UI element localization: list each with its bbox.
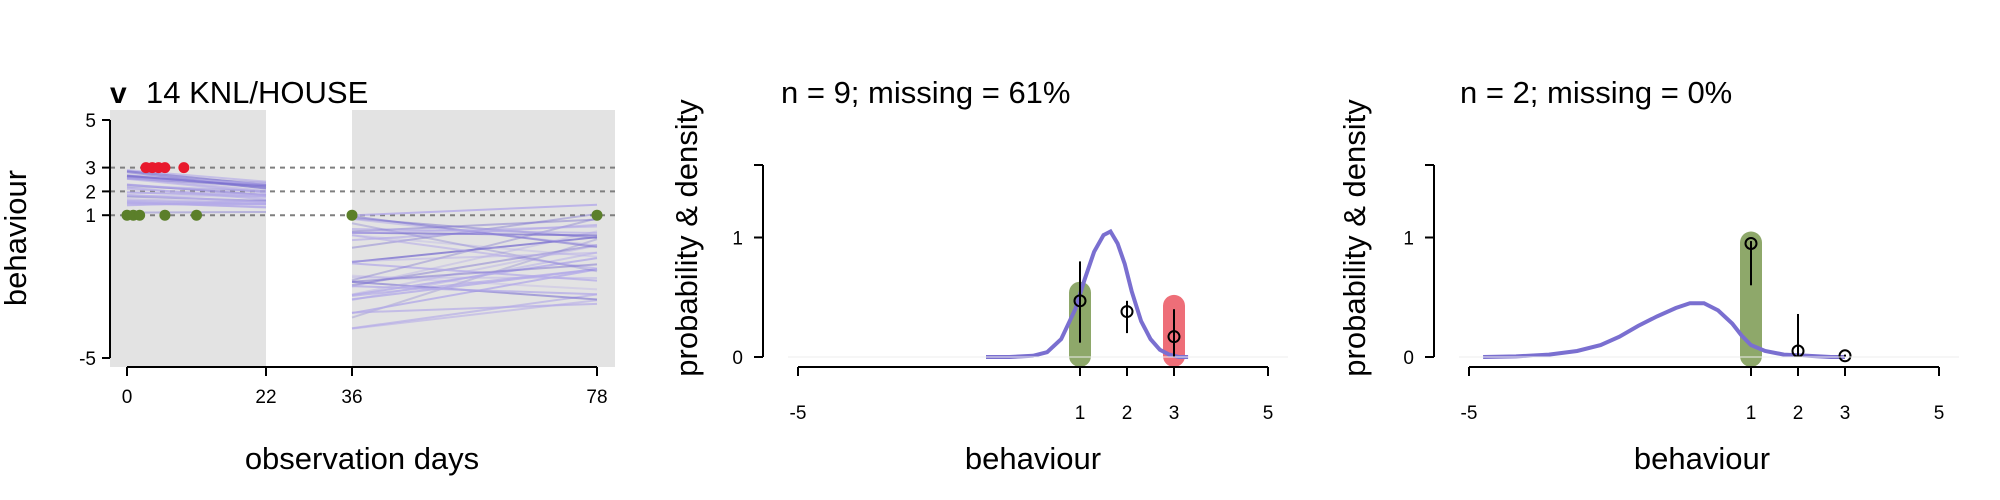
trajectory-line	[351, 234, 598, 270]
trajectory-line	[351, 238, 598, 319]
p3-ylabel: probability & density	[1337, 99, 1372, 377]
p3-x-tick-label: -5	[1461, 403, 1478, 424]
p2-xlabel: behaviour	[965, 441, 1101, 476]
p3-axes: 0 1 -5 1 2 3 5	[1403, 164, 1959, 424]
p3-bar-1	[1740, 231, 1762, 367]
p1-x-tick-label: 36	[341, 387, 362, 408]
trajectory-line	[351, 228, 598, 235]
trajectory-line	[351, 262, 598, 282]
p1-xlabel: observation days	[245, 441, 479, 476]
p3-points	[1744, 236, 1852, 363]
trajectory-line	[126, 177, 267, 194]
p1-y-tick-label: 1	[85, 206, 96, 227]
p2-x-tick-label: -5	[790, 403, 807, 424]
trajectory-line	[351, 244, 598, 287]
distribution-panel-2: 0 1 -5 1 2 3 5 n = 2; missing = 0% probability…	[1337, 75, 1959, 476]
p2-x-tick-label: 5	[1263, 403, 1274, 424]
p1-x-tick-label: 0	[122, 387, 133, 408]
p3-xlabel: behaviour	[1634, 441, 1770, 476]
p2-ylabel: probability & density	[669, 99, 704, 377]
p2-title: n = 9; missing = 61%	[781, 75, 1071, 110]
trajectory-line	[126, 191, 267, 198]
observation-point	[178, 162, 190, 174]
p2-y-tick-label: 0	[732, 348, 743, 369]
trajectory-line	[126, 174, 267, 188]
trajectory-line	[351, 234, 598, 258]
p1-y-tick-label: 3	[85, 159, 96, 180]
p3-x-tick-label: 1	[1746, 403, 1757, 424]
p3-density-curve	[1483, 301, 1845, 359]
p1-axes: 5 32 1 -5 0 22 36 78	[79, 111, 607, 408]
p2-x-tick-label: 1	[1075, 403, 1086, 424]
p1-x-tick-label: 22	[255, 387, 276, 408]
trajectory-panel: 5 32 1 -5 0 22 36 78 v 14 KNL/HOUSE behaviour o…	[0, 75, 615, 476]
trajectory-line	[351, 257, 598, 296]
p2-point	[1167, 330, 1181, 344]
p1-ylabel: behaviour	[0, 170, 33, 306]
p3-x-tick-label: 5	[1934, 403, 1945, 424]
p3-bars	[1740, 231, 1762, 367]
trajectory-line	[126, 188, 267, 197]
trajectory-line	[351, 225, 598, 235]
p1-title: 14 KNL/HOUSE	[146, 75, 368, 110]
observation-point	[159, 209, 171, 221]
p1-observation-points	[121, 162, 603, 221]
p1-y-tick-label: 5	[85, 111, 96, 132]
p3-y-tick-label: 0	[1403, 348, 1414, 369]
p2-point	[1073, 294, 1087, 308]
shaded-band-0	[110, 110, 266, 367]
trajectory-line	[351, 263, 598, 283]
p3-y-tick-label: 1	[1403, 229, 1414, 250]
trajectory-line	[351, 203, 598, 217]
trajectory-line	[126, 184, 267, 193]
trajectory-line	[126, 202, 267, 206]
p2-points	[1073, 261, 1181, 357]
p3-title: n = 2; missing = 0%	[1460, 75, 1732, 110]
trajectory-line	[351, 285, 598, 296]
p1-y-tick-label: 2	[85, 182, 96, 203]
trajectory-line	[351, 217, 598, 282]
trajectory-line	[351, 244, 598, 296]
p1-y-tick-label: -5	[79, 349, 96, 370]
trajectory-line	[351, 293, 598, 330]
trajectory-line	[351, 251, 598, 263]
trajectory-line	[351, 274, 598, 291]
p2-y-tick-label: 1	[732, 229, 743, 250]
trajectory-line	[351, 268, 598, 301]
p2-density-curve	[986, 228, 1189, 359]
p1-trajectories	[126, 169, 598, 330]
p3-x-tick-label: 3	[1840, 403, 1851, 424]
trajectory-line	[351, 302, 598, 314]
p3-point	[1838, 349, 1852, 363]
observation-point	[134, 209, 146, 221]
p1-panel-letter: v	[110, 77, 127, 110]
observation-point	[191, 209, 202, 221]
distribution-panel-1: 0 1 -5 1 2 3 5 n = 9; missing = 61% probabilit…	[669, 75, 1288, 476]
p2-point	[1120, 305, 1134, 319]
p2-x-tick-label: 2	[1122, 403, 1133, 424]
p3-point	[1744, 236, 1758, 250]
trajectory-line	[351, 231, 598, 237]
p3-x-tick-label: 2	[1793, 403, 1804, 424]
trajectory-line	[126, 198, 267, 204]
trajectory-line	[126, 183, 267, 197]
observation-point	[159, 162, 171, 174]
p2-axes: 0 1 -5 1 2 3 5	[732, 164, 1288, 424]
observation-point	[346, 209, 358, 221]
p2-x-tick-label: 3	[1169, 403, 1180, 424]
trajectory-line	[126, 193, 267, 204]
p1-x-tick-label: 78	[586, 387, 607, 408]
observation-point	[591, 209, 603, 221]
